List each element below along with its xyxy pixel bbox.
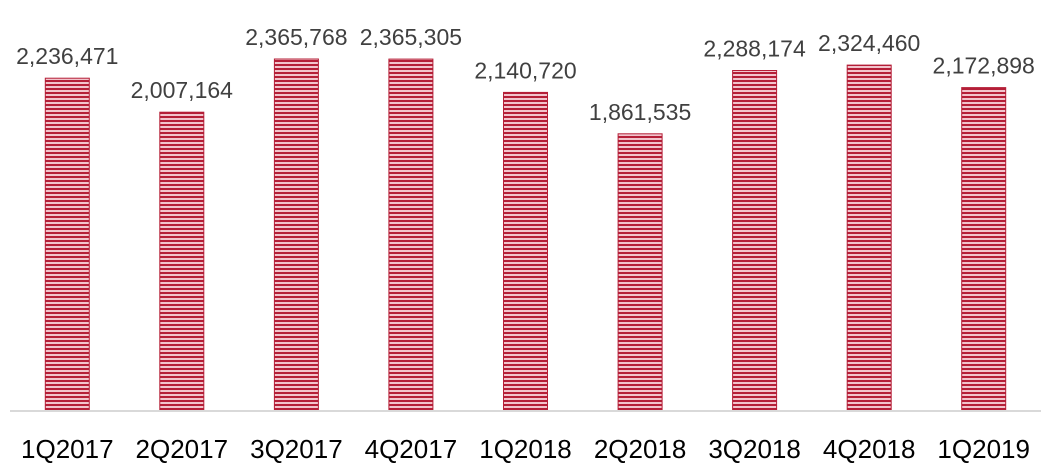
x-tick-label-1Q2019: 1Q2019 [937, 434, 1030, 464]
bar-4Q2017 [388, 58, 434, 411]
bar-2Q2018 [617, 133, 663, 411]
data-label-2Q2018: 1,861,535 [589, 99, 691, 125]
x-tick-label-3Q2017: 3Q2017 [250, 434, 343, 464]
x-tick-label-1Q2018: 1Q2018 [479, 434, 572, 464]
bar-1Q2018 [503, 91, 548, 411]
data-label-4Q2018: 2,324,460 [818, 30, 920, 56]
data-label-3Q2017: 2,365,768 [245, 24, 347, 50]
data-label-2Q2017: 2,007,164 [131, 77, 234, 103]
x-tick-labels-group: 1Q2017 2Q2017 3Q2017 4Q2017 1Q2018 2Q2018 3Q20… [21, 434, 1030, 464]
x-tick-label-3Q2018: 3Q2018 [708, 434, 801, 464]
x-tick-label-4Q2017: 4Q2017 [365, 434, 458, 464]
x-tick-label-4Q2018: 4Q2018 [823, 434, 916, 464]
data-labels-group: 2,236,471 2,007,164 2,365,768 2,365,305 2,14… [16, 24, 1035, 125]
data-label-1Q2019: 2,172,898 [933, 53, 1035, 79]
bar-1Q2017 [44, 77, 90, 411]
data-label-1Q2017: 2,236,471 [16, 43, 118, 69]
x-tick-label-2Q2018: 2Q2018 [594, 434, 687, 464]
bar-2Q2017 [159, 111, 205, 411]
bar-3Q2017 [273, 58, 319, 411]
bars-group [44, 58, 1007, 411]
data-label-1Q2018: 2,140,720 [474, 57, 576, 83]
data-label-3Q2018: 2,288,174 [703, 36, 806, 62]
bar-4Q2018 [846, 64, 892, 411]
x-tick-label-1Q2017: 1Q2017 [21, 434, 114, 464]
bar-1Q2019 [961, 87, 1007, 411]
bar-3Q2018 [732, 70, 778, 411]
data-label-4Q2017: 2,365,305 [360, 24, 462, 50]
x-tick-label-2Q2017: 2Q2017 [136, 434, 229, 464]
